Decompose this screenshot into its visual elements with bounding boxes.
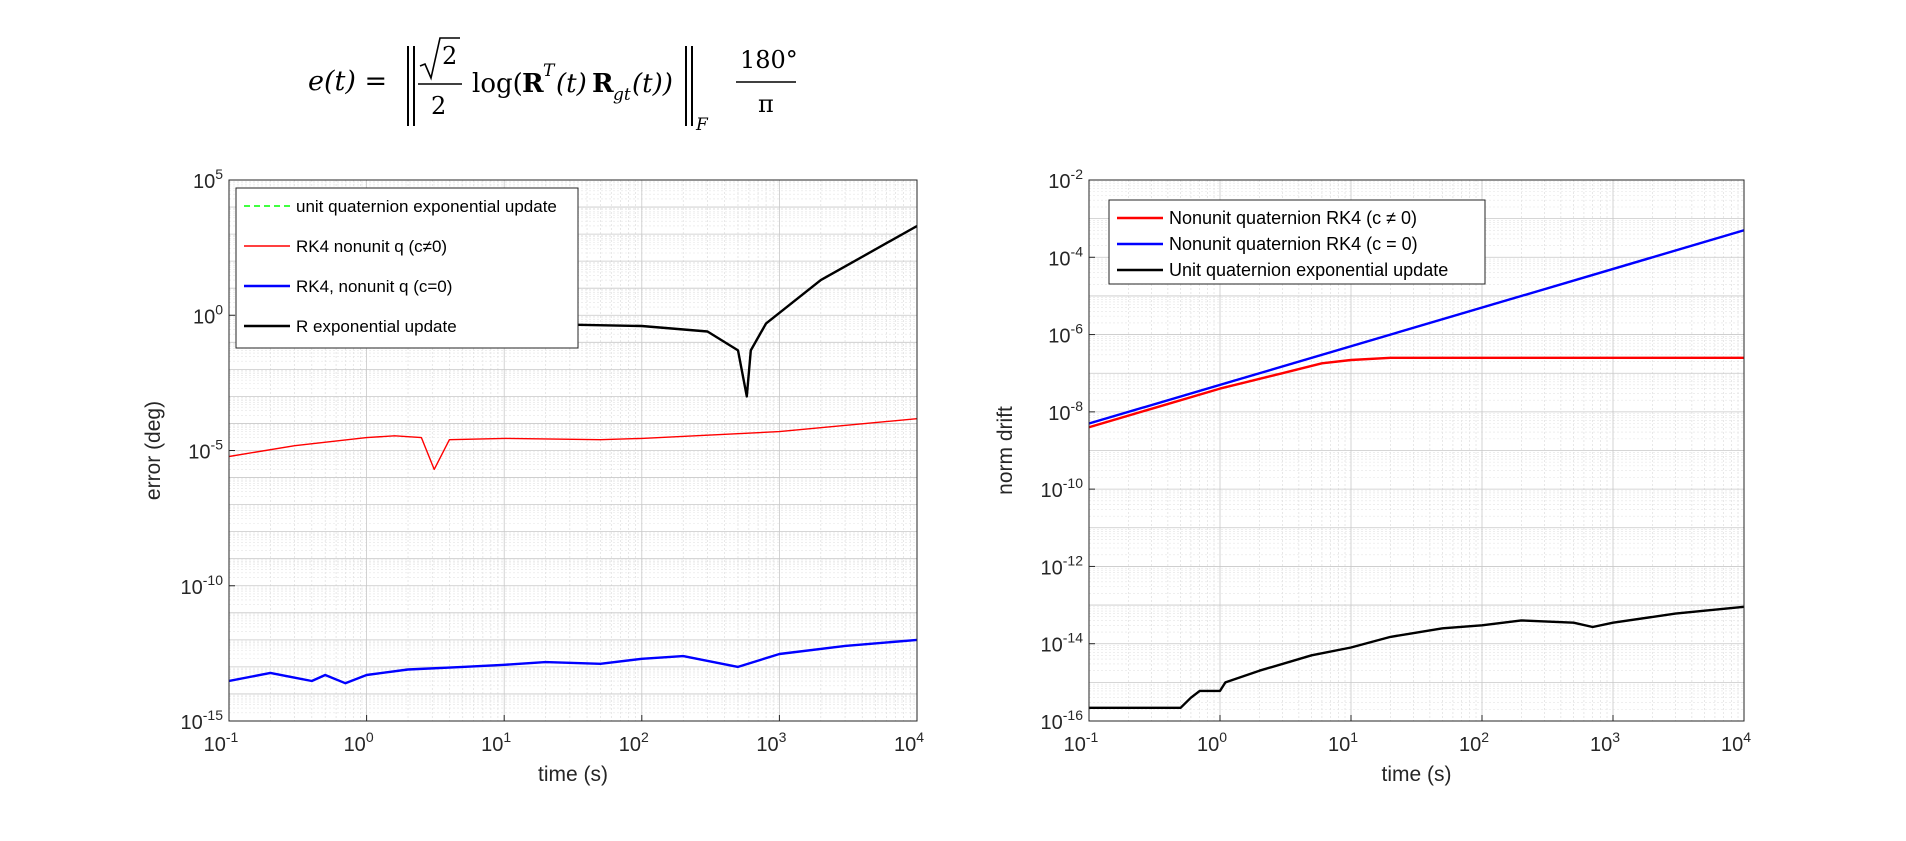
legend-label-2: Nonunit quaternion RK4 (c = 0) [1169, 234, 1418, 254]
x-tick-label: 10-1 [1064, 729, 1099, 756]
y-tick-label: 10-16 [1041, 707, 1084, 734]
legend-box [235, 187, 579, 349]
series-line-2 [229, 418, 917, 471]
series-line-2 [1089, 229, 1744, 425]
y-tick-label: 10-8 [1048, 398, 1083, 425]
legend: Nonunit quaternion RK4 (c ≠ 0) Nonunit qu… [1108, 199, 1486, 285]
x-tick-label: 104 [894, 729, 924, 756]
formula: e(t) = 2 2 log( R T (t) R gt (t)) F 180°… [308, 37, 798, 135]
axes-box [1088, 179, 1745, 722]
x-tick-label: 103 [756, 729, 786, 756]
series-group [1089, 229, 1744, 709]
x-axis-label: time (s) [1382, 763, 1452, 786]
degree-denominator: π [758, 90, 774, 118]
y-tick-label: 10-4 [1048, 243, 1083, 270]
arg-t2: (t)) [632, 69, 673, 99]
legend-label-3: RK4, nonunit q (c=0) [296, 277, 452, 296]
tick-labels: 10-1 100 101 102 103 104 10-15 10-10 10-5 100 105 [181, 166, 925, 756]
x-tick-label: 104 [1721, 729, 1751, 756]
y-tick-label: 10-12 [1041, 552, 1084, 579]
sqrt-sign [419, 37, 460, 81]
y-tick-label: 10-2 [1048, 166, 1083, 193]
x-tick-label: 101 [1328, 729, 1358, 756]
legend-label-4: R exponential update [296, 317, 457, 336]
matrix-r: R [522, 69, 544, 99]
series-group [229, 224, 917, 685]
series-line-3 [1089, 605, 1744, 709]
y-axis-label: error (deg) [142, 401, 165, 500]
arg-t: (t) [556, 69, 587, 99]
chart-1: 10-1 100 101 102 103 104 10-15 10-10 10-5 100 105 t… [142, 166, 924, 786]
x-tick-label: 10-1 [204, 729, 239, 756]
x-axis-label: time (s) [538, 763, 608, 786]
y-tick-label: 100 [193, 301, 223, 328]
series-line-1 [1089, 356, 1744, 429]
x-tick-label: 100 [344, 729, 374, 756]
subscript-gt: gt [613, 85, 631, 105]
norm-subscript: F [695, 115, 709, 135]
fraction-denominator: 2 [431, 92, 446, 120]
y-tick-label: 10-14 [1041, 630, 1084, 657]
x-tick-label: 102 [1459, 729, 1489, 756]
degree-numerator: 180° [740, 46, 798, 74]
x-tick-label: 102 [619, 729, 649, 756]
log-text: log( [472, 69, 523, 99]
series-line-3 [229, 638, 917, 685]
tick-labels: 10-1 100 101 102 103 104 10-16 10-14 10-12 10-10 1… [1041, 166, 1752, 756]
matrix-r-gt: R [592, 69, 614, 99]
legend: unit quaternion exponential update RK4 no… [235, 187, 579, 349]
legend-label-1: unit quaternion exponential update [296, 197, 557, 216]
y-tick-label: 10-15 [181, 707, 224, 734]
legend-box [1108, 199, 1486, 285]
y-tick-label: 10-10 [1041, 475, 1084, 502]
sqrt-number: 2 [442, 42, 457, 70]
chart-2: 10-1 100 101 102 103 104 10-16 10-14 10-12 10-10 1… [994, 166, 1751, 786]
x-tick-label: 101 [481, 729, 511, 756]
legend-label-3: Unit quaternion exponential update [1169, 260, 1448, 280]
x-tick-label: 100 [1197, 729, 1227, 756]
x-tick-label: 103 [1590, 729, 1620, 756]
y-tick-label: 10-10 [181, 572, 224, 599]
legend-label-1: Nonunit quaternion RK4 (c ≠ 0) [1169, 208, 1417, 228]
y-tick-label: 10-5 [188, 437, 223, 464]
y-tick-label: 105 [193, 166, 223, 193]
formula-lhs: e(t) = [308, 66, 387, 97]
legend-label-2: RK4 nonunit q (c≠0) [296, 237, 447, 256]
y-tick-label: 10-6 [1048, 321, 1083, 348]
y-axis-label: norm drift [994, 406, 1017, 495]
superscript-t: T [543, 61, 556, 81]
